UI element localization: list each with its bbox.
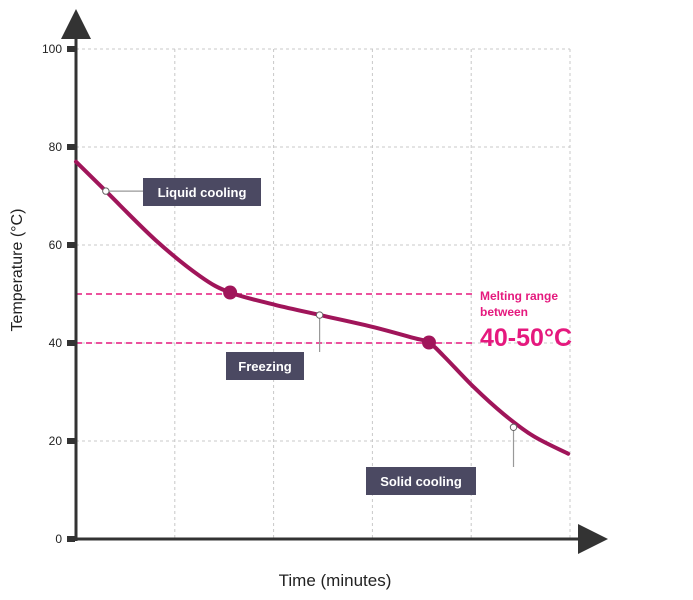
data-point-marker (223, 285, 238, 300)
annotation-label: Freezing (238, 359, 292, 374)
y-tick-mark (67, 46, 75, 52)
y-tick-label: 60 (49, 238, 63, 252)
y-tick-mark (67, 536, 75, 542)
annotation-solid-cooling: Solid cooling (366, 423, 518, 495)
annotation-box (226, 352, 304, 380)
y-tick-mark (67, 242, 75, 248)
annotation-anchor-point (102, 187, 110, 195)
y-tick-label: 20 (49, 434, 63, 448)
y-tick-mark (67, 144, 75, 150)
y-tick-mark (67, 438, 75, 444)
y-tick-label: 40 (49, 336, 63, 350)
melting-note-line2: between (480, 305, 528, 319)
series-layer (74, 159, 571, 456)
annotation-box (143, 178, 261, 206)
x-axis-label: Time (minutes) (279, 571, 392, 590)
melting-note-range: 40-50°C (480, 324, 572, 352)
annotation-anchor-point (509, 423, 518, 431)
y-tick-label: 0 (55, 532, 62, 546)
axes: 0 20 40 60 80 100 (42, 9, 608, 554)
annotation-liquid-cooling: Liquid cooling (102, 178, 261, 206)
y-axis-label: Temperature (°C) (9, 209, 26, 332)
y-tick-mark (67, 340, 75, 346)
annotation-label: Solid cooling (380, 474, 462, 489)
annotation-label: Liquid cooling (158, 185, 247, 200)
reference-lines (76, 293, 472, 344)
grid (76, 48, 571, 539)
data-point-marker (421, 335, 436, 350)
y-tick-label: 100 (42, 42, 62, 56)
y-tick-label: 80 (49, 140, 63, 154)
annotation-box (366, 467, 476, 495)
annotation-anchor-point (315, 311, 324, 319)
annotations: Liquid cooling Freezing Solid cooling (102, 178, 518, 495)
series-line (74, 159, 571, 456)
melting-note-line1: Melting range (480, 289, 558, 303)
annotation-freezing: Freezing (226, 311, 324, 380)
melting-range-note: Melting range between 40-50°C (480, 289, 572, 352)
